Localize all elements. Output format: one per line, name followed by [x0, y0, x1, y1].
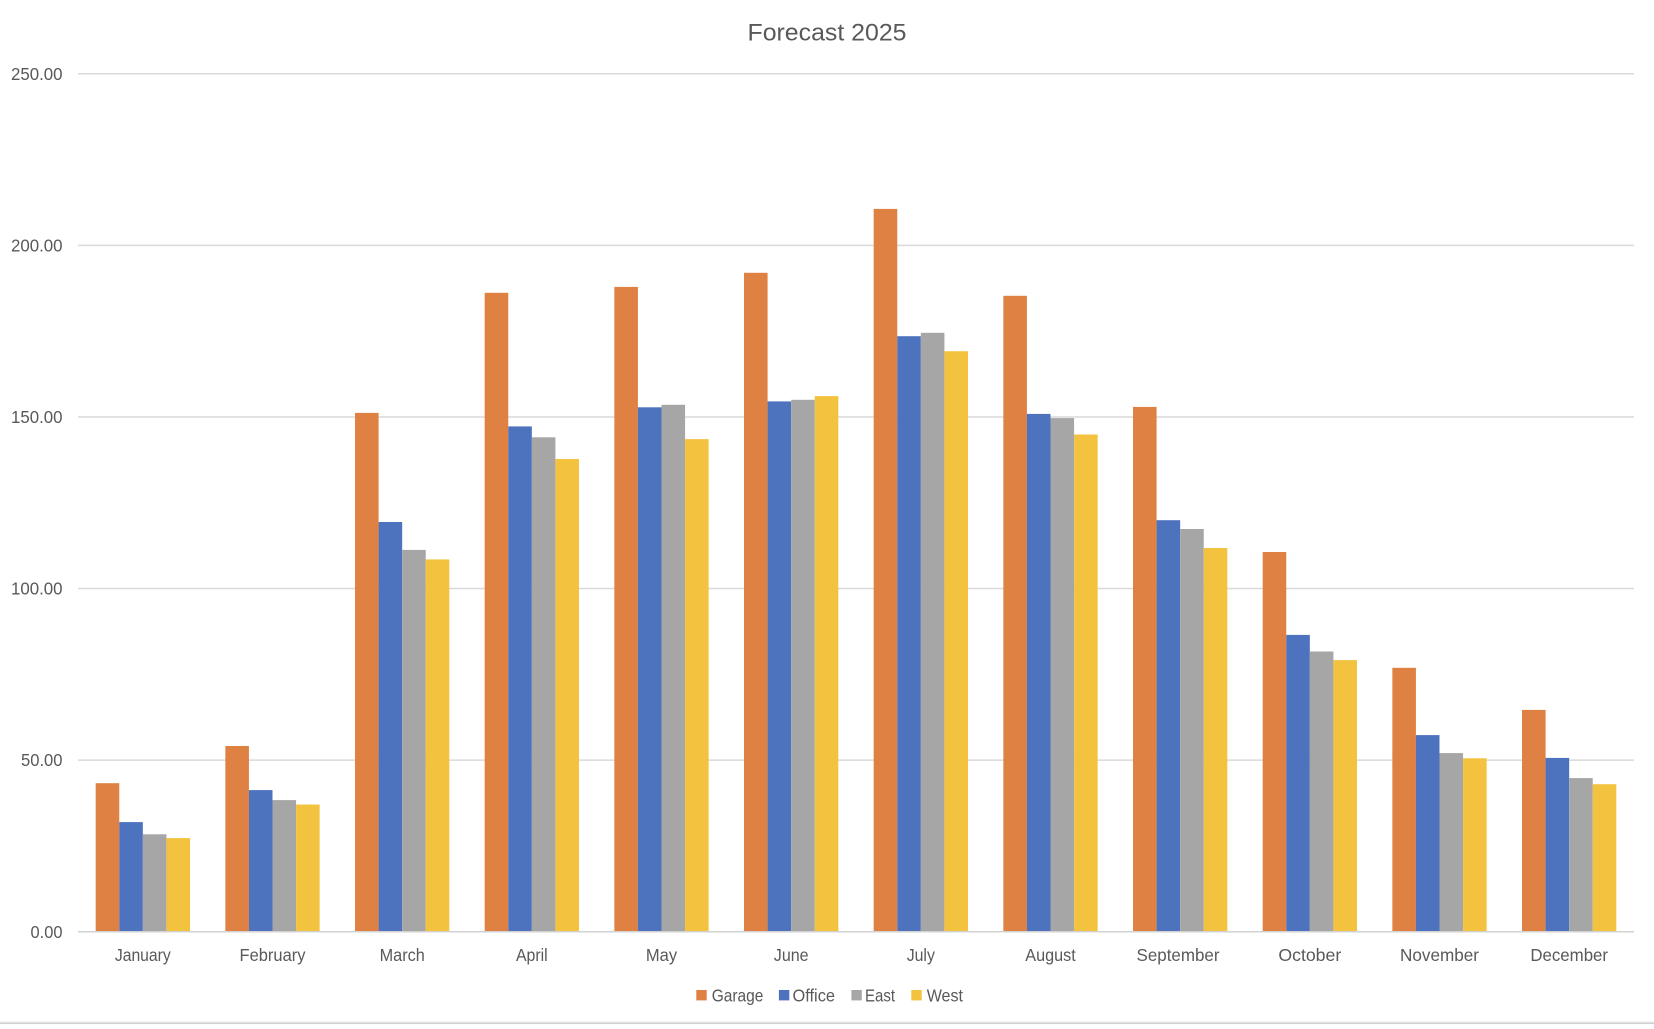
svg-text:150.00: 150.00	[11, 407, 63, 427]
svg-text:June: June	[774, 945, 809, 965]
svg-text:January: January	[115, 945, 171, 965]
svg-text:February: February	[240, 945, 306, 965]
svg-text:December: December	[1530, 945, 1608, 965]
svg-text:Forecast 2025: Forecast 2025	[748, 21, 907, 47]
svg-text:May: May	[646, 945, 677, 965]
svg-text:Garage: Garage	[712, 986, 764, 1006]
svg-text:0.00: 0.00	[31, 922, 63, 942]
svg-text:November: November	[1400, 945, 1479, 965]
svg-text:October: October	[1278, 945, 1341, 965]
svg-text:April: April	[516, 945, 548, 965]
svg-text:West: West	[927, 986, 963, 1006]
svg-text:Office: Office	[793, 986, 836, 1006]
svg-text:September: September	[1137, 945, 1220, 965]
svg-text:July: July	[907, 945, 935, 965]
svg-text:100.00: 100.00	[11, 579, 63, 599]
svg-text:March: March	[380, 945, 425, 965]
svg-text:200.00: 200.00	[11, 236, 63, 256]
svg-text:August: August	[1025, 945, 1076, 965]
svg-text:250.00: 250.00	[11, 64, 63, 84]
svg-text:50.00: 50.00	[21, 750, 63, 770]
svg-text:East: East	[865, 986, 895, 1006]
